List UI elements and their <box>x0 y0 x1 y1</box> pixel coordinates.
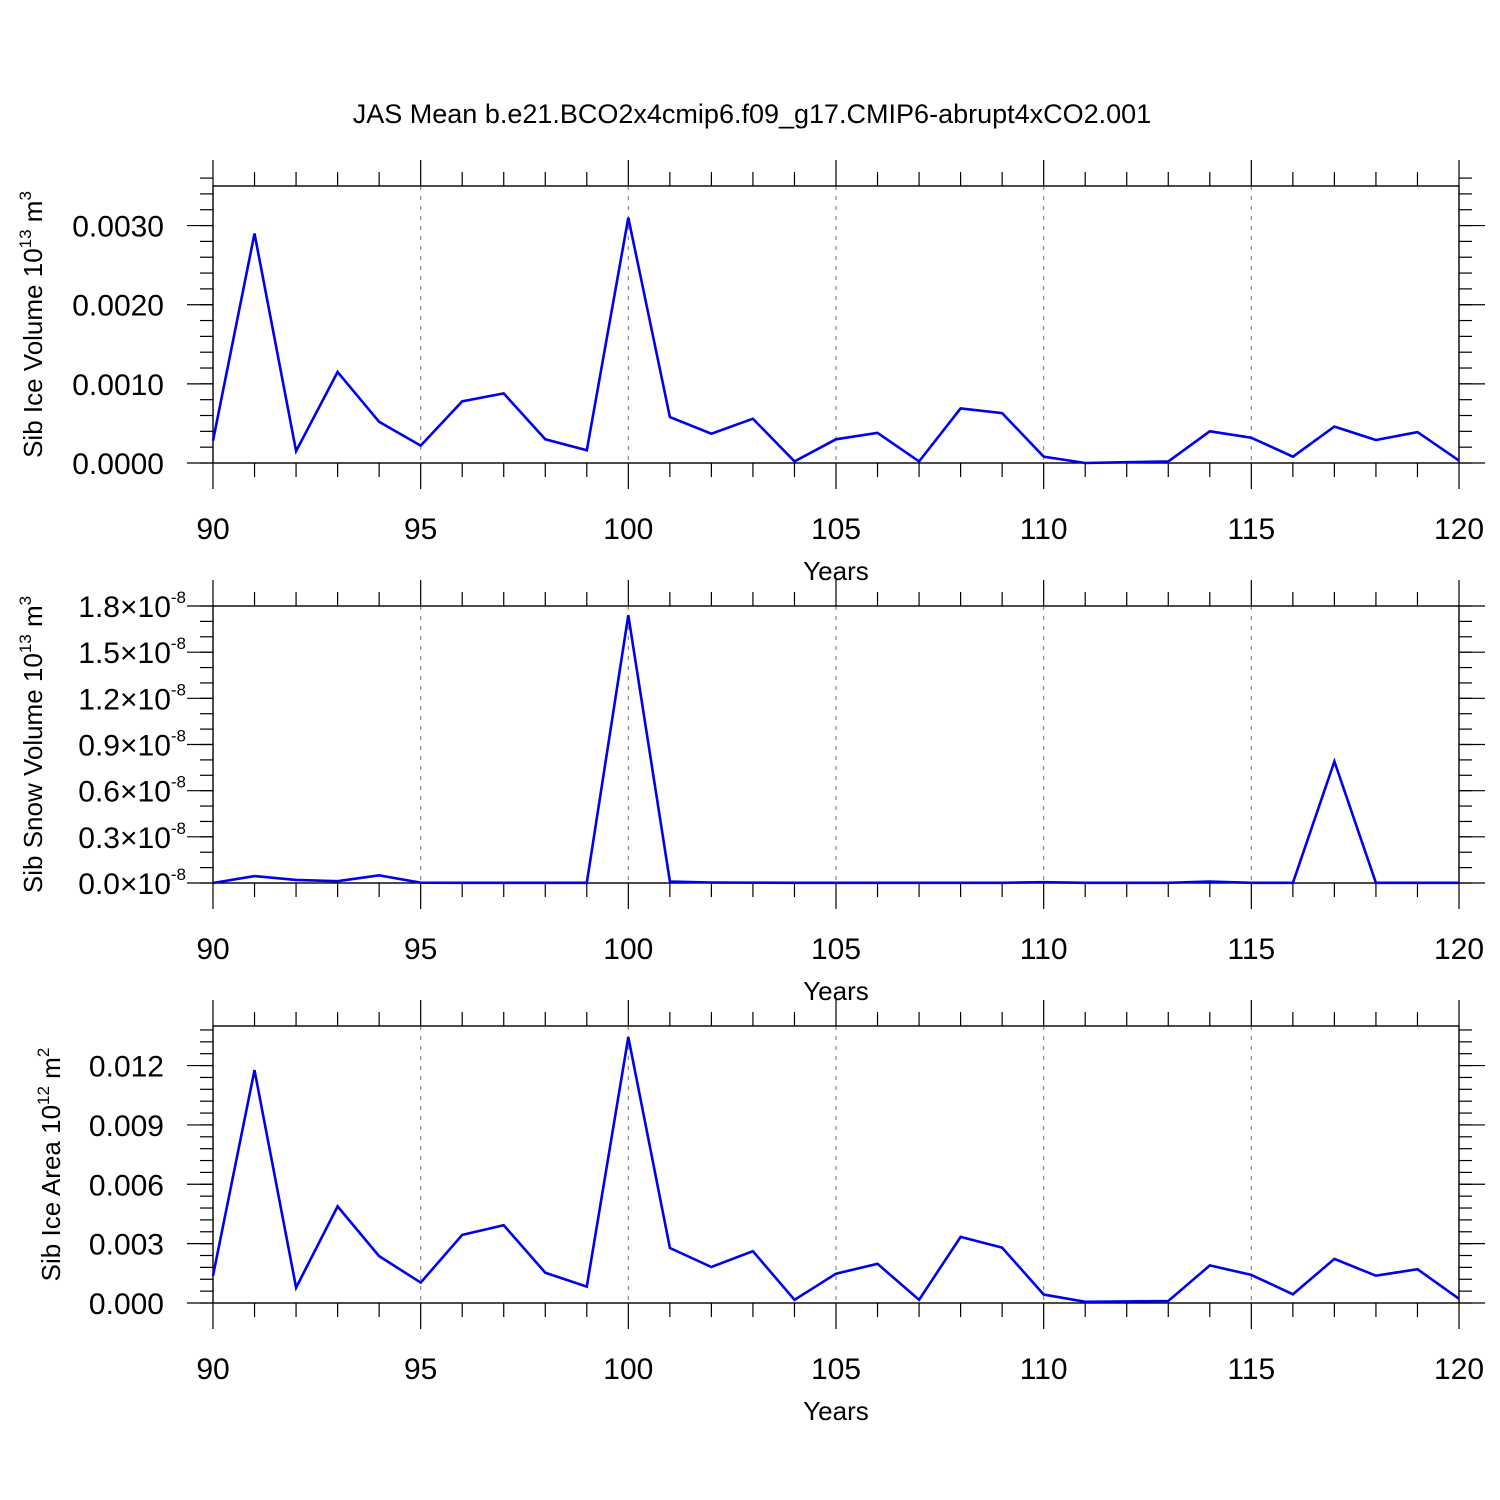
y-axis-title: Sib Ice Area 1012 m2 <box>34 1048 66 1282</box>
x-tick-label: 105 <box>811 1353 861 1386</box>
x-tick-label: 90 <box>196 513 229 546</box>
series-line-1 <box>212 614 1459 885</box>
x-tick-label: 110 <box>1020 1353 1068 1386</box>
y-tick-label: 0.000 <box>89 1288 164 1321</box>
y-tick-label: 0.009 <box>89 1110 164 1143</box>
panels: 0.0000 0.0010 0.0020 0.0030 90 95 100 105 110 115… <box>16 160 1485 1426</box>
y-tick-label: 0.006 <box>89 1169 164 1202</box>
x-tick-label: 90 <box>196 933 229 966</box>
x-tick-label: 110 <box>1020 933 1068 966</box>
y-tick-label: 0.6×10-8 <box>78 773 186 809</box>
y-axis-title: Sib Snow Volume 1013 m3 <box>16 596 48 893</box>
y-tick-label: 0.3×10-8 <box>78 819 186 855</box>
y-tick-label: 0.0×10-8 <box>78 865 186 901</box>
y-tick-label: 1.2×10-8 <box>78 680 186 716</box>
x-tick-label: 120 <box>1434 513 1484 546</box>
y-axis-title: Sib Ice Volume 1013 m3 <box>16 191 48 458</box>
x-tick-label: 115 <box>1227 1353 1275 1386</box>
x-tick-label: 115 <box>1227 933 1275 966</box>
y-tick-label: 0.0030 <box>72 211 164 244</box>
x-tick-label: 110 <box>1020 513 1068 546</box>
x-tick-label: 100 <box>603 513 653 546</box>
y-tick-label: 0.003 <box>89 1229 164 1262</box>
y-tick-label: 1.5×10-8 <box>78 634 186 670</box>
y-tick-label: 0.9×10-8 <box>78 727 186 763</box>
series-line-1 <box>211 1036 1460 1304</box>
panel-3: 0.000 0.003 0.006 0.009 0.012 90 95 100 105 110 11… <box>34 1000 1485 1426</box>
x-tick-label: 90 <box>196 1353 229 1386</box>
x-tick-label: 100 <box>603 1353 653 1386</box>
x-axis-title: Years <box>803 1396 869 1426</box>
panel-2: 0.0×10-8 0.3×10-8 0.6×10-8 0.9×10-8 1.2×10-8… <box>16 580 1485 1006</box>
x-tick-label: 95 <box>404 1353 437 1386</box>
x-tick-label: 95 <box>404 513 437 546</box>
x-tick-label: 120 <box>1434 933 1484 966</box>
y-tick-label: 1.8×10-8 <box>78 588 186 624</box>
y-tick-label: 0.0020 <box>72 290 164 323</box>
y-tick-label: 0.0010 <box>72 369 164 402</box>
page-title: JAS Mean b.e21.BCO2x4cmip6.f09_g17.CMIP6… <box>353 99 1151 129</box>
y-tick-label: 0.0000 <box>72 448 164 481</box>
x-tick-label: 95 <box>404 933 437 966</box>
x-tick-label: 120 <box>1434 1353 1484 1386</box>
series-line-1 <box>211 217 1460 465</box>
x-tick-label: 105 <box>811 513 861 546</box>
x-tick-label: 115 <box>1227 513 1275 546</box>
panel-1: 0.0000 0.0010 0.0020 0.0030 90 95 100 105 110 115… <box>16 160 1485 586</box>
x-tick-label: 100 <box>603 933 653 966</box>
y-tick-label: 0.012 <box>89 1051 164 1084</box>
x-tick-label: 105 <box>811 933 861 966</box>
